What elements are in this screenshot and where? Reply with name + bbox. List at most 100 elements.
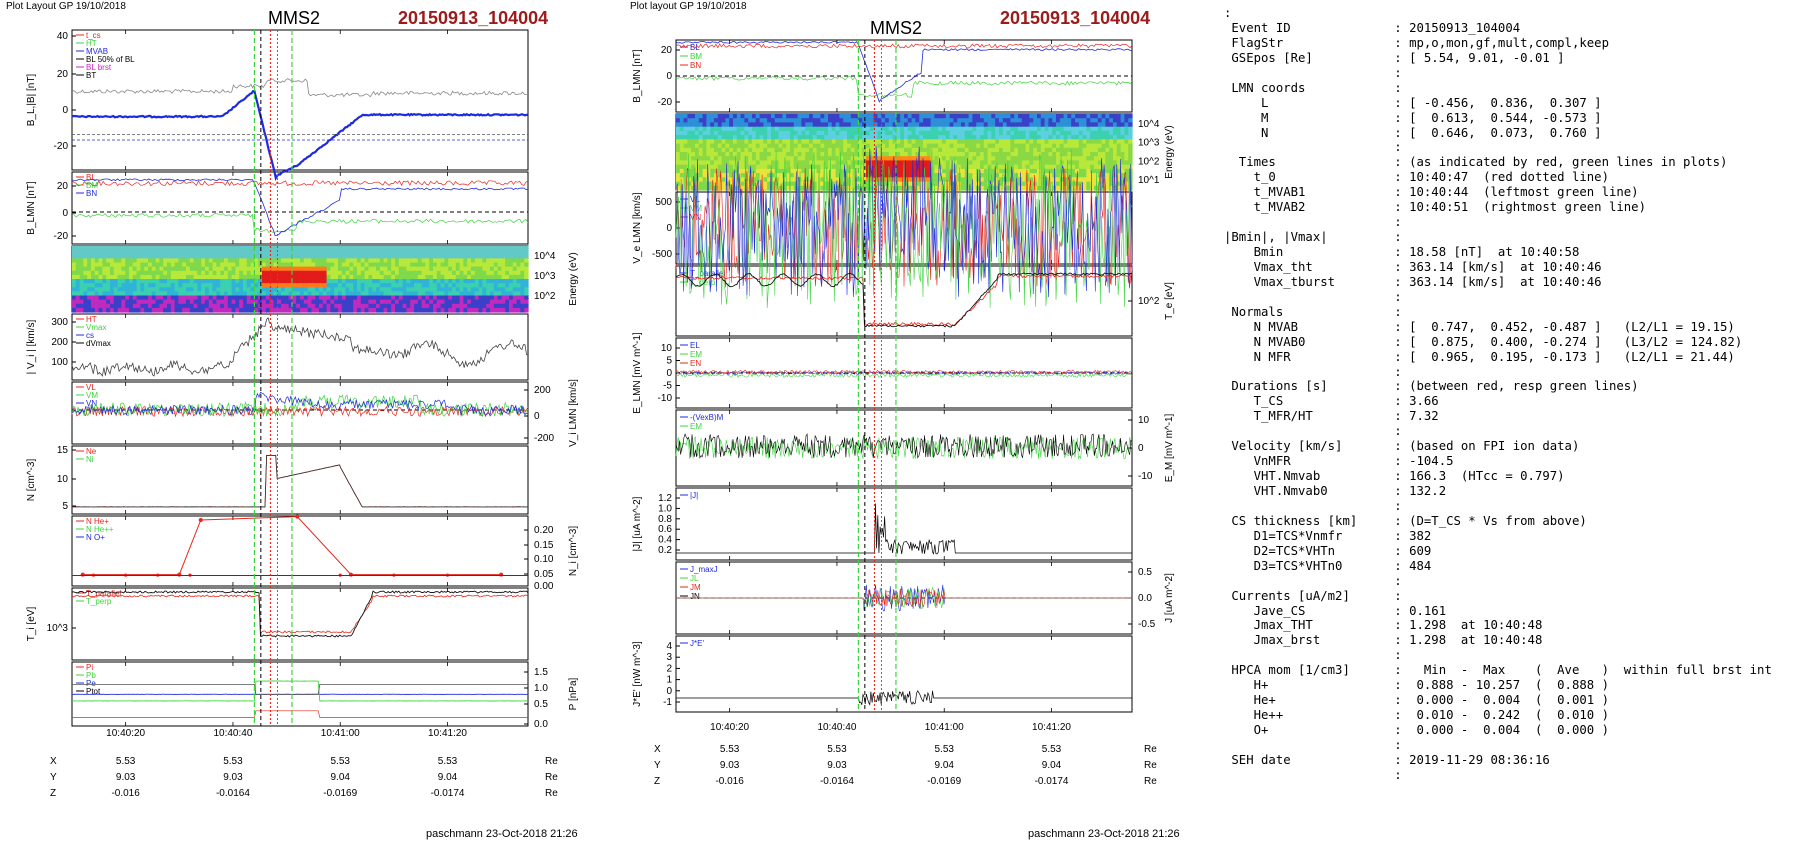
legend-entry: Pb bbox=[86, 671, 96, 680]
event-info-panel: : Event ID : 20150913_104004 FlagStr : m… bbox=[1224, 6, 1772, 783]
info-line: N MVAB0 : [ 0.875, 0.400, -0.274 ] (L3/L… bbox=[1224, 334, 1743, 349]
y-tick-label: 0.5 bbox=[534, 699, 548, 710]
info-line: Vmax_tburst : 363.14 [km/s] at 10:40:46 bbox=[1224, 274, 1602, 289]
legend-entry: T_perp bbox=[86, 597, 112, 606]
series-BN bbox=[71, 179, 529, 187]
y-tick-label: 10^2 bbox=[534, 291, 556, 302]
series-Ne bbox=[71, 454, 529, 508]
y-axis-label: J [uA m^-2] bbox=[1164, 573, 1175, 623]
info-line: Currents [uA/m2] : bbox=[1224, 588, 1402, 603]
info-line: : bbox=[1224, 289, 1402, 304]
series-Ni bbox=[71, 454, 528, 508]
legend-entry: J_maxJ bbox=[690, 565, 718, 574]
y-tick-label: 0.15 bbox=[534, 540, 554, 551]
panel-frame bbox=[71, 313, 529, 381]
info-line: He+ : 0.000 - 0.004 ( 0.001 ) bbox=[1224, 693, 1609, 708]
info-line: Jave_CS : 0.161 bbox=[1224, 603, 1447, 618]
info-line: N : [ 0.646, 0.073, 0.760 ] bbox=[1224, 125, 1602, 140]
y-tick-label: 10^3 bbox=[534, 271, 556, 282]
pos-value: -0.0169 bbox=[323, 788, 357, 799]
info-line: : bbox=[1224, 498, 1402, 513]
y-tick-label: -20 bbox=[54, 231, 69, 242]
pos-value: -0.0174 bbox=[431, 788, 465, 799]
legend-entry: EM bbox=[690, 350, 702, 359]
pos-row-label: Z bbox=[654, 776, 660, 787]
y-tick-label: 10^3 bbox=[1138, 138, 1160, 149]
legend-entry: Vmax bbox=[86, 323, 106, 332]
y-axis-label: T_i [eV] bbox=[26, 607, 37, 642]
y-tick-label: 0 bbox=[666, 223, 672, 234]
legend-entry: Ni bbox=[86, 455, 94, 464]
y-axis-label: Energy (eV) bbox=[1164, 125, 1175, 178]
legend-entry: EL bbox=[690, 341, 700, 350]
y-tick-label: 0.0 bbox=[534, 719, 548, 730]
info-line: : bbox=[1224, 140, 1402, 155]
series-Pb bbox=[72, 680, 529, 702]
y-tick-label: 0.5 bbox=[1138, 567, 1152, 578]
panel-frame bbox=[71, 171, 529, 245]
y-axis-label: | V_i | [km/s] bbox=[26, 319, 37, 374]
series-Pe bbox=[72, 710, 528, 718]
y-tick-label: 0.10 bbox=[534, 554, 554, 565]
pos-row-label: X bbox=[50, 756, 57, 767]
series-Tperp bbox=[71, 590, 529, 638]
y-tick-label: 0 bbox=[666, 686, 672, 697]
y-tick-label: 10^4 bbox=[1138, 119, 1160, 130]
info-line: D1=TCS*Vnmfr : 382 bbox=[1224, 528, 1432, 543]
y-tick-label: -1 bbox=[663, 697, 672, 708]
legend-entry: EM bbox=[690, 422, 702, 431]
series-BL2 bbox=[71, 178, 529, 236]
legend-entry: Ne bbox=[86, 447, 97, 456]
y-axis-label: Energy (eV) bbox=[568, 252, 579, 305]
legend-entry: BL brst bbox=[86, 63, 112, 72]
y-tick-label: 1.0 bbox=[658, 503, 672, 514]
y-axis-label: N_i [cm^-3] bbox=[568, 526, 579, 576]
legend-entry: T_parallel bbox=[690, 269, 725, 278]
legend-entry: Ptot bbox=[86, 687, 101, 696]
info-line: |Bmin|, |Vmax| : bbox=[1224, 230, 1402, 245]
ion-spectrogram bbox=[72, 246, 529, 313]
legend-entry: BL bbox=[86, 173, 96, 182]
series-JE bbox=[676, 690, 1132, 706]
pos-value: 5.53 bbox=[223, 756, 243, 767]
legend-entry: HT bbox=[86, 39, 97, 48]
info-line: t_MVAB2 : 10:40:51 (rightmost green line… bbox=[1224, 200, 1646, 215]
pos-value: 5.53 bbox=[935, 744, 955, 755]
legend-entry: JM bbox=[690, 583, 701, 592]
y-tick-label: 10^3 bbox=[47, 623, 69, 634]
y-tick-label: 2 bbox=[666, 663, 672, 674]
pos-value: 9.04 bbox=[935, 760, 955, 771]
y-tick-label: 200 bbox=[534, 385, 551, 396]
right-layout-label: Plot layout GP 19/10/2018 bbox=[630, 1, 747, 12]
y-tick-label: 100 bbox=[51, 357, 68, 368]
y-tick-label: 5 bbox=[62, 501, 68, 512]
x-tick-label: 10:40:20 bbox=[106, 728, 145, 739]
y-axis-label: B_LMN [nT] bbox=[26, 181, 37, 235]
y-axis-label: P [nPa] bbox=[568, 677, 579, 710]
y-tick-label: 1 bbox=[666, 675, 672, 686]
series-EM2 bbox=[675, 436, 1133, 460]
legend-entry: JN bbox=[690, 592, 700, 601]
series-Bmag bbox=[71, 78, 529, 98]
legend-entry: dVmax bbox=[86, 339, 111, 348]
legend-entry: N O+ bbox=[86, 533, 105, 542]
series-BN bbox=[675, 43, 1133, 49]
panel-frame bbox=[71, 587, 529, 661]
info-line: t_0 : 10:40:47 (red dotted line) bbox=[1224, 170, 1609, 185]
info-line: GSEpos [Re] : [ 5.54, 9.01, -0.01 ] bbox=[1224, 50, 1565, 65]
y-tick-label: 0.4 bbox=[658, 535, 672, 546]
pos-value: 5.53 bbox=[331, 756, 351, 767]
left-footer: paschmann 23-Oct-2018 21:26 bbox=[426, 828, 578, 840]
y-tick-label: 0.8 bbox=[658, 514, 672, 525]
info-line: D3=TCS*VHTn0 : 484 bbox=[1224, 558, 1432, 573]
pos-unit: Re bbox=[545, 756, 558, 767]
series-Tpar bbox=[71, 594, 529, 634]
info-line: SEH date : 2019-11-29 08:36:16 bbox=[1224, 752, 1550, 767]
legend-entry: VL bbox=[86, 383, 96, 392]
series-HePP bbox=[82, 516, 502, 576]
y-axis-label: E_LMN [mV m^-1] bbox=[632, 332, 643, 414]
right-footer: paschmann 23-Oct-2018 21:26 bbox=[1028, 828, 1180, 840]
pos-unit: Re bbox=[1144, 760, 1157, 771]
right-event-title: 20150913_104004 bbox=[1000, 8, 1151, 28]
